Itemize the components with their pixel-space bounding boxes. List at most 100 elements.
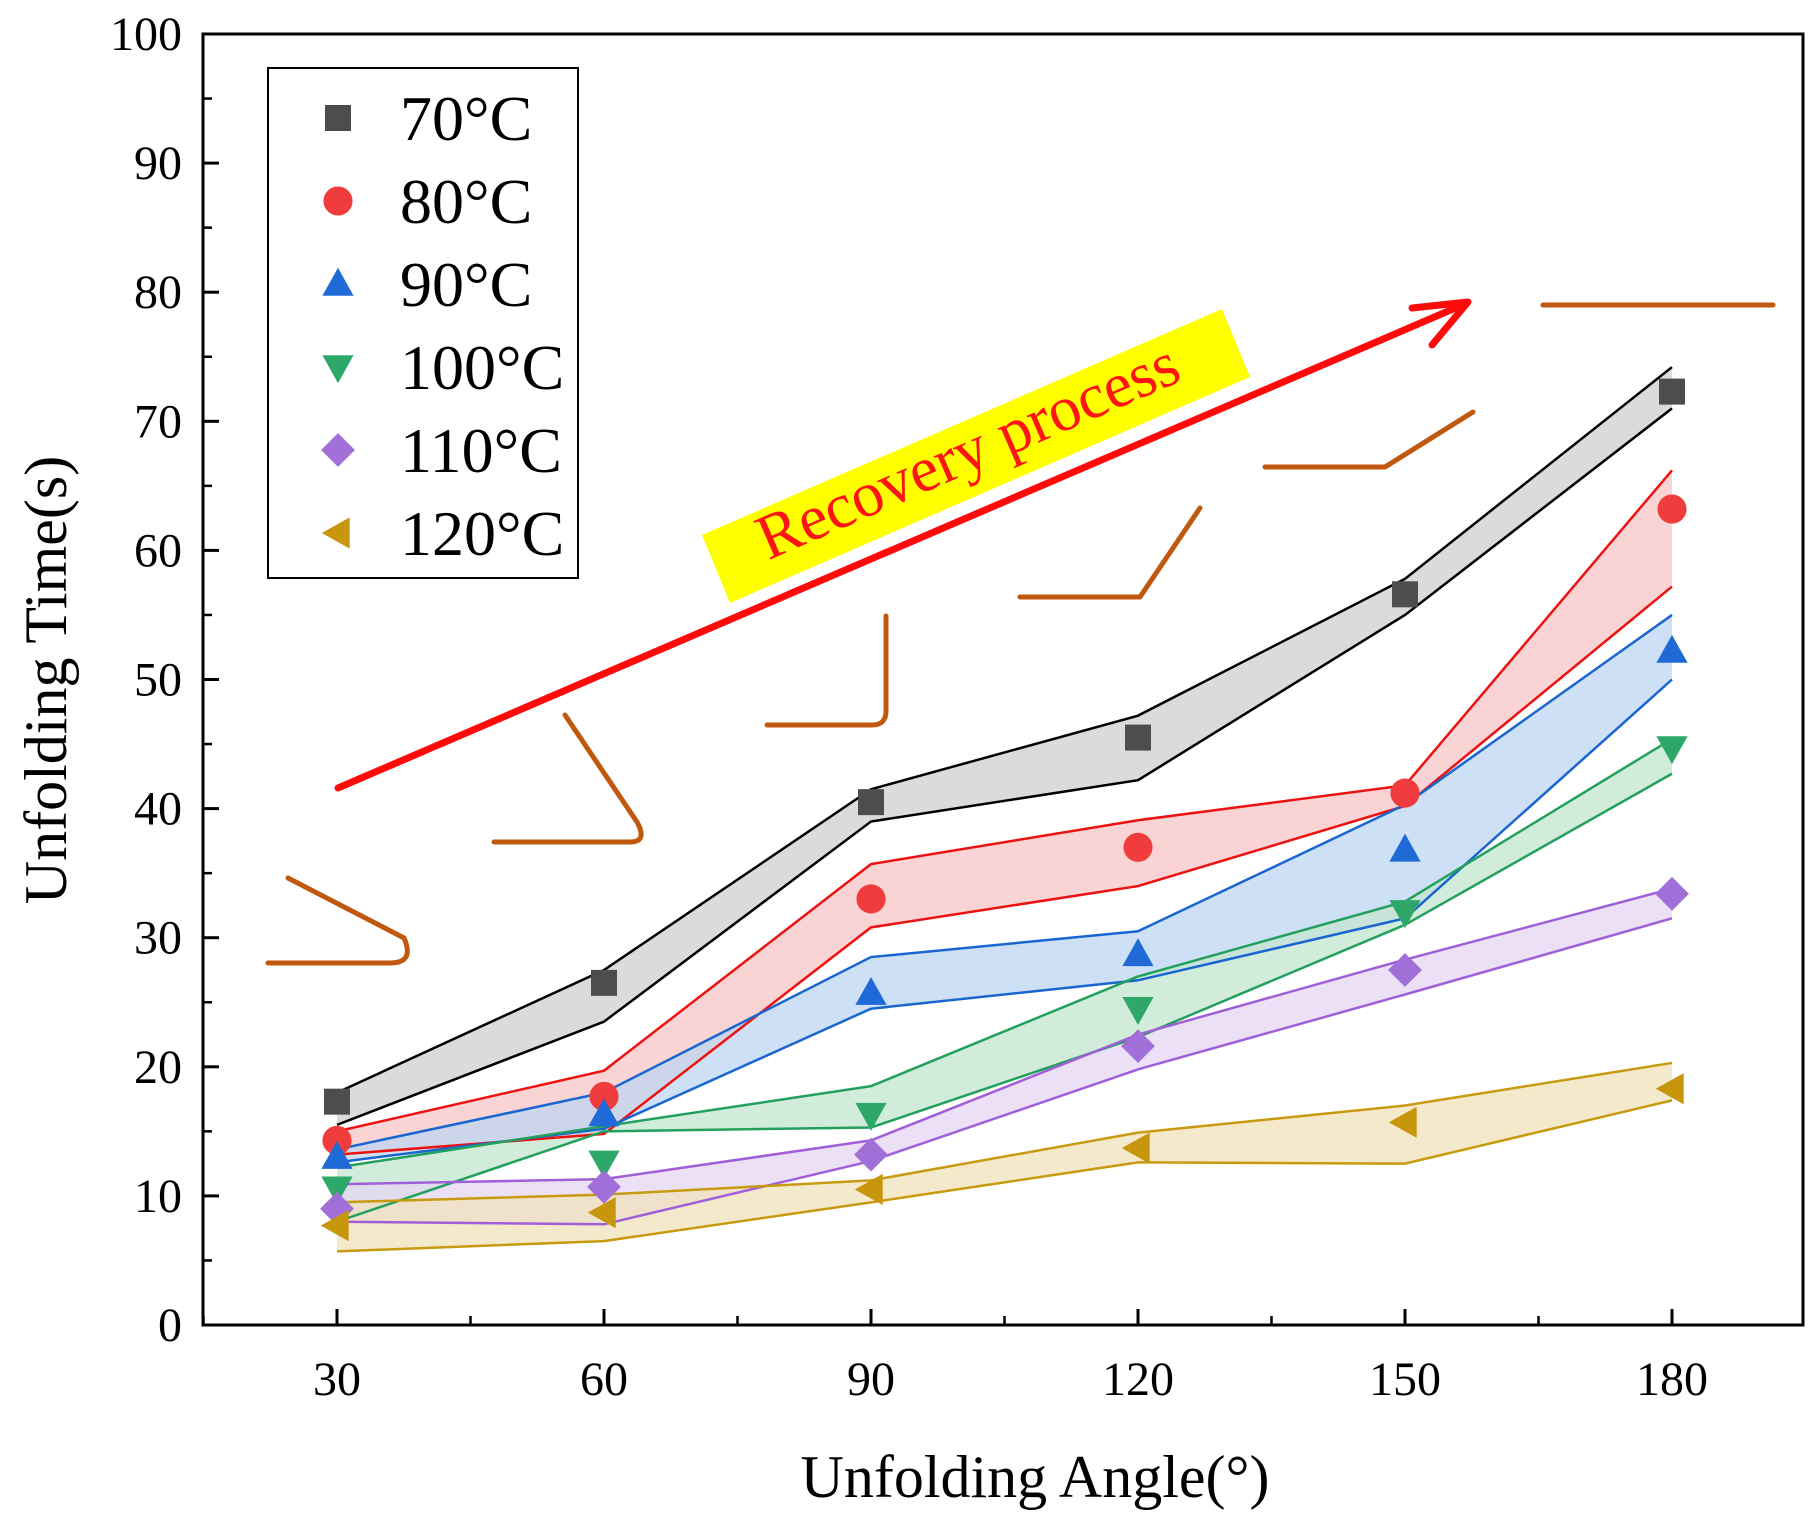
x-tick-label-1: 60 [580,1353,628,1406]
y-tick-label-4: 40 [134,783,182,836]
data-point-5-0 [320,1209,349,1242]
data-point-1-4 [1390,778,1420,808]
folding-shape-illustrations [265,302,1776,966]
band-upper-line-0 [336,366,1673,1094]
data-point-3-4 [1389,900,1421,929]
data-point-1-0 [322,1125,352,1155]
legend: 70°C 80°C 90°C 100°C 110°C 120°C [267,67,579,579]
legend-marker-1 [323,186,353,216]
y-tick-label-0: 0 [158,1299,182,1352]
legend-marker-2 [322,267,354,296]
x-axis-label: Unfolding Angle(°) [801,1444,1270,1510]
fold-shape-90 [764,613,889,728]
data-point-4-1 [587,1169,621,1204]
y-tick-label-9: 90 [134,137,182,190]
y-tick-labels: 0 10 20 30 40 50 60 70 80 90 100 [110,8,182,1352]
x-tick-label-5: 180 [1636,1353,1708,1406]
band-lower-line-0 [336,407,1673,1127]
data-point-1-5 [1657,494,1687,524]
data-point-1-2 [856,884,886,914]
data-point-2-4 [1389,833,1421,862]
data-point-0-2 [858,789,884,816]
data-point-3-0 [321,1176,353,1205]
data-point-2-3 [1122,938,1154,967]
y-tick-label-5: 50 [134,654,182,707]
band-upper-line-3 [336,737,1673,1169]
data-point-0-0 [324,1088,350,1115]
data-point-1-1 [589,1081,619,1112]
data-point-4-4 [1388,953,1422,987]
data-point-0-4 [1392,581,1418,608]
legend-box [267,67,579,579]
band-lower-line-3 [336,772,1673,1223]
data-point-4-3 [1121,1029,1155,1064]
data-point-3-5 [1656,736,1688,765]
y-tick-label-2: 20 [134,1041,182,1094]
data-markers [320,378,1689,1242]
legend-label-4: 110°C [400,415,562,486]
band-4 [337,888,1672,1225]
band-upper-line-4 [336,887,1673,1186]
x-tick-label-3: 120 [1102,1353,1174,1406]
y-tick-label-7: 70 [134,395,182,448]
fold-shape-30 [265,875,410,966]
y-tick-label-10: 100 [110,8,182,61]
legend-label-2: 90°C [400,249,532,320]
band-lower-line-4 [336,917,1673,1226]
data-point-0-3 [1125,724,1151,751]
band-3 [337,738,1672,1222]
data-point-5-2 [854,1173,883,1206]
legend-label-3: 100°C [400,332,564,403]
data-point-2-1 [588,1098,620,1127]
recovery-arrow-shaft [334,302,1464,792]
data-point-5-5 [1655,1073,1684,1105]
recovery-arrow-head [1408,298,1472,349]
legend-marker-0 [325,105,351,131]
band-upper-line-5 [336,1061,1673,1204]
y-tick-label-6: 60 [134,524,182,577]
data-point-1-3 [1123,832,1153,862]
data-point-3-2 [855,1102,887,1131]
y-tick-label-1: 10 [134,1170,182,1223]
data-point-5-3 [1121,1132,1150,1164]
data-point-3-3 [1122,997,1154,1025]
legend-marker-3 [322,355,354,384]
data-point-4-0 [320,1191,354,1226]
band-lower-line-2 [336,678,1673,1164]
legend-marker-5 [321,517,350,549]
data-point-4-2 [854,1137,888,1172]
band-upper-line-1 [336,469,1673,1133]
recovery-label-background [702,309,1250,603]
legend-label-1: 80°C [400,166,532,237]
data-point-4-5 [1655,876,1689,911]
fold-shape-120 [1017,505,1203,600]
data-point-0-1 [591,969,617,996]
band-upper-line-2 [336,613,1673,1151]
data-point-0-5 [1659,378,1685,405]
band-0 [337,367,1672,1125]
band-edge-lines [336,366,1673,1253]
legend-label-0: 70°C [400,83,532,154]
x-tick-labels: 30 60 90 120 150 180 [313,1353,1708,1406]
data-point-5-1 [587,1197,616,1229]
data-point-2-0 [321,1140,353,1169]
y-tick-label-3: 30 [134,912,182,965]
band-lower-line-1 [336,585,1673,1156]
data-point-2-2 [855,976,887,1005]
data-point-2-5 [1656,634,1688,663]
y-axis-label: Unfolding Time(s) [13,456,79,904]
fold-shape-60 [491,712,644,845]
legend-label-5: 120°C [400,498,564,569]
x-tick-label-4: 150 [1369,1353,1441,1406]
band-2 [337,614,1672,1163]
x-tick-label-2: 90 [847,1353,895,1406]
y-tick-label-8: 80 [134,266,182,319]
x-tick-label-0: 30 [313,1353,361,1406]
fold-shape-150 [1262,409,1476,470]
band-lower-line-5 [336,1099,1673,1253]
legend-marker-4 [321,433,355,467]
data-point-5-4 [1388,1106,1417,1138]
data-point-3-1 [588,1150,620,1179]
